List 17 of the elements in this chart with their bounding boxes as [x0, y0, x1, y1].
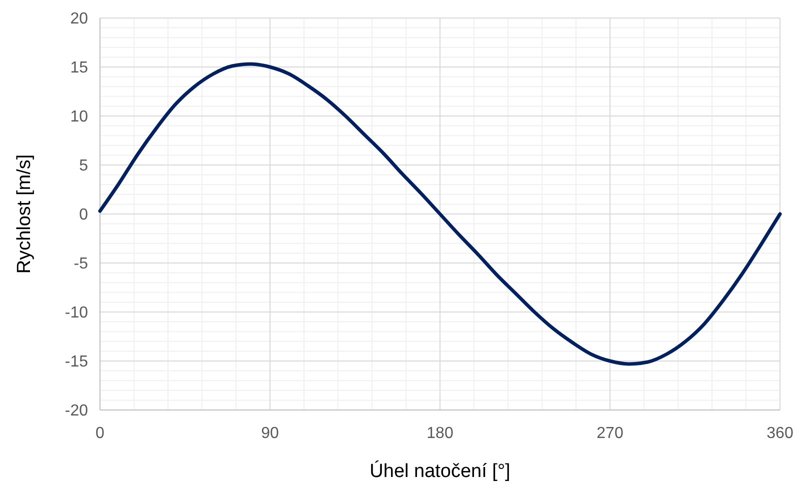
x-axis-title: Úhel natočení [°] [370, 460, 510, 482]
y-tick-label: -10 [64, 304, 88, 322]
x-tick-label: 0 [96, 425, 105, 442]
y-tick-label: 0 [79, 206, 88, 224]
x-tick-label: 360 [766, 425, 794, 442]
y-tick-label: 5 [79, 158, 88, 175]
y-tick-label: 10 [70, 108, 88, 126]
x-tick-label: 270 [596, 425, 624, 442]
x-tick-label: 180 [426, 425, 454, 442]
line-series [98, 62, 782, 366]
y-tick-label: 15 [70, 60, 88, 77]
y-tick-label: 20 [70, 10, 88, 28]
y-tick-label: -15 [64, 354, 88, 371]
y-tick-label: -20 [64, 402, 88, 420]
y-tick-label: -5 [74, 256, 88, 273]
y-axis-title: Rychlost [m/s] [14, 154, 35, 274]
x-tick-label: 90 [261, 425, 279, 442]
